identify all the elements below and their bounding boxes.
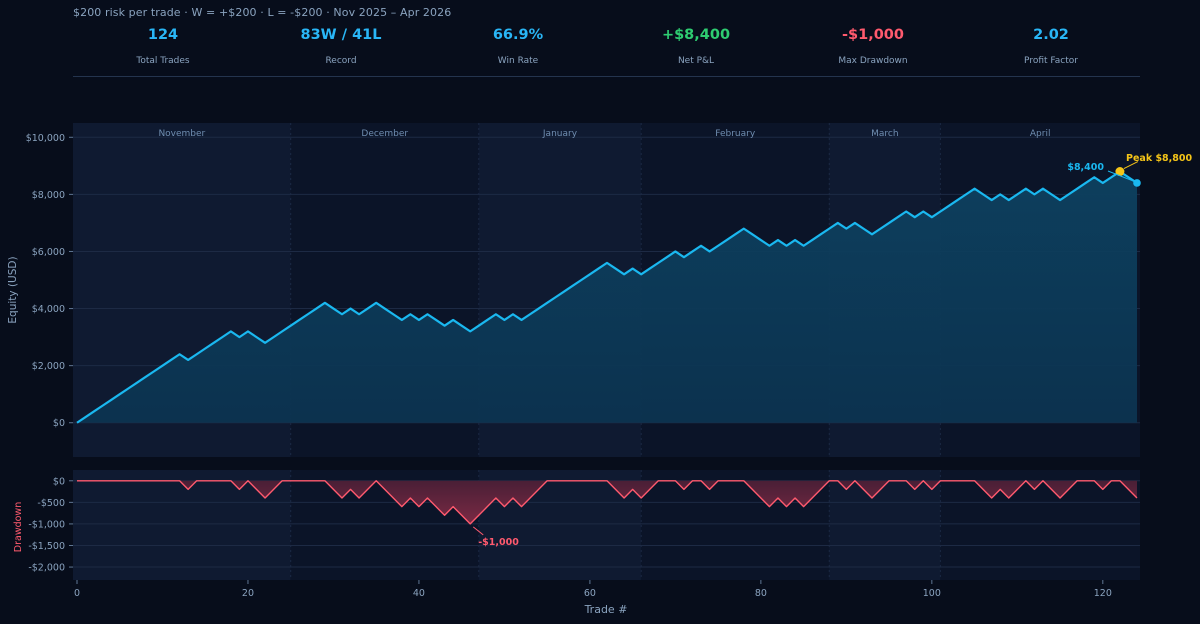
stat-value: 124 [147,27,179,43]
y-tick-label: $10,000 [26,133,65,144]
stat-value: 66.9% [492,27,544,43]
month-label: February [715,129,756,139]
month-label: January [542,129,578,139]
y-tick-label: -$1,500 [28,541,65,552]
drawdown-line [77,480,1138,525]
y-tick-label: $4,000 [32,304,65,315]
y-tick-label: -$500 [37,498,65,509]
drawdown-area [77,480,1137,524]
stat-label: Profit Factor [1024,56,1078,66]
month-labels: November December January February March Apri… [158,129,1050,139]
stat-value: -$1,000 [842,27,904,43]
stat-profit-factor: 2.02 Profit Factor [961,24,1141,66]
stat-label: Net P&L [677,56,715,66]
y-tick-label: -$2,000 [28,563,65,574]
peak-marker [1115,167,1125,177]
stat-label: Max Drawdown [838,56,908,66]
chart-subtitle: $200 risk per trade · W = +$200 · L = -$… [73,6,452,19]
stats-bar: 124 Total Trades 83W / 41L Record 66.9% … [73,24,1140,77]
final-equity-marker [1133,179,1141,187]
drawdown-y-ticks: $0 -$500 -$1,000 -$1,500 -$2,000 [28,476,73,574]
y-tick-label: -$1,000 [28,519,65,530]
y-tick-label: $2,000 [32,361,65,372]
stat-total-trades: 124 Total Trades [73,24,253,66]
drawdown-y-axis-label: Drawdown [13,502,24,552]
stat-label: Win Rate [497,56,539,66]
stat-value: 83W / 41L [300,27,382,43]
month-band [940,470,1140,580]
x-axis-label: Trade # [584,603,628,616]
y-tick-label: $6,000 [32,247,65,258]
stat-label: Total Trades [136,56,190,66]
stat-win-rate: 66.9% Win Rate [428,24,608,66]
stat-record: 83W / 41L Record [251,24,431,66]
month-label: March [871,129,898,139]
max-drawdown-label: -$1,000 [478,537,519,548]
equity-y-ticks: $0 $2,000 $4,000 $6,000 $8,000 $10,000 [26,133,73,429]
x-tick-label: 60 [584,588,596,599]
peak-arrow [1123,161,1139,169]
x-tick-label: 20 [242,588,254,599]
final-equity-label: $8,400 [1067,162,1104,173]
max-drawdown-arrow [472,526,484,536]
stat-max-drawdown: -$1,000 Max Drawdown [783,24,963,66]
y-tick-label: $8,000 [32,190,65,201]
x-tick-label: 100 [923,588,941,599]
stat-value: 2.02 [1033,27,1069,43]
month-label: December [361,129,408,139]
equity-line [76,170,1138,424]
x-tick-label: 0 [74,588,80,599]
equity-y-axis-label: Equity (USD) [7,256,19,323]
x-tick-label: 80 [755,588,767,599]
annotations: Peak $8,800 $8,400 -$1,000 [472,153,1192,548]
peak-label: Peak $8,800 [1126,153,1192,164]
month-band [73,470,291,580]
y-tick-label: $0 [53,476,65,487]
month-label: April [1030,129,1051,139]
x-tick-label: 40 [413,588,425,599]
month-label: November [158,129,205,139]
stat-value: +$8,400 [661,27,731,43]
stat-label: Record [325,56,357,66]
final-equity-arrow [1107,170,1134,182]
stat-net-pnl: +$8,400 Net P&L [606,24,786,66]
y-tick-label: $0 [53,418,65,429]
x-tick-label: 120 [1094,588,1112,599]
x-ticks: 0 20 40 60 80 100 120 [74,580,1112,599]
